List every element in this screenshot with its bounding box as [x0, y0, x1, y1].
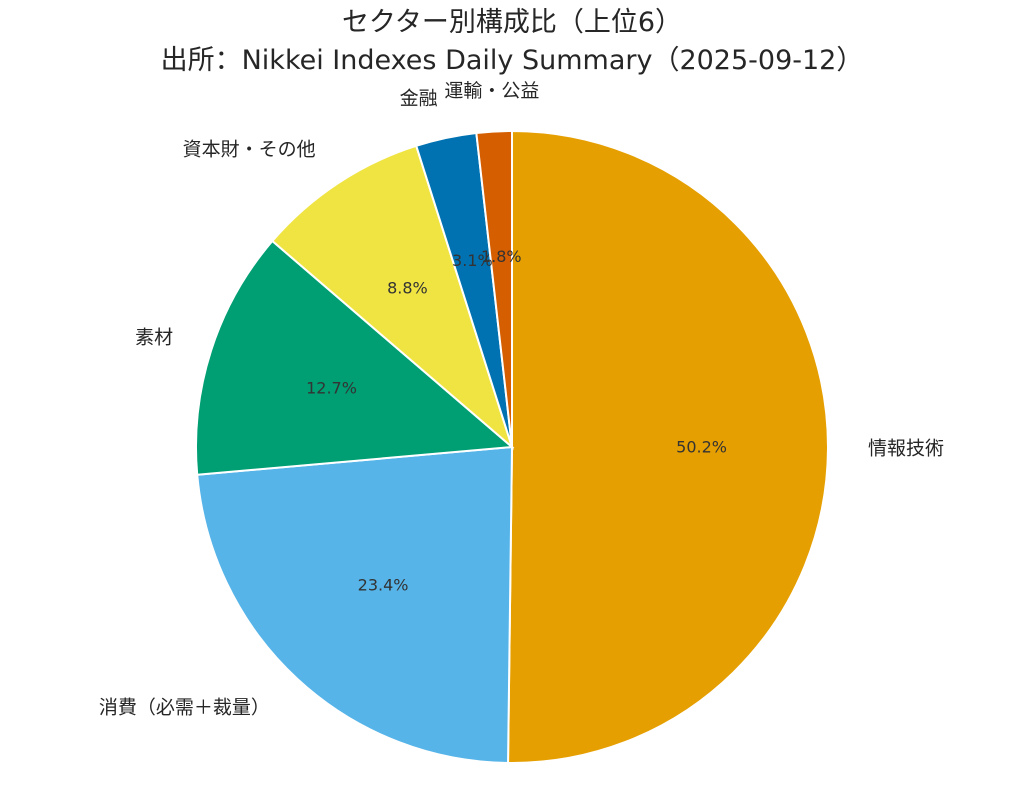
pie-slice-5 — [475, 129, 513, 448]
slice-label-0: 情報技術 — [868, 438, 944, 460]
pie-slice-1 — [196, 445, 514, 764]
chart-title: セクター別構成比（上位6） — [341, 7, 683, 38]
slice-label-5: 運輸・公益 — [444, 80, 539, 102]
slice-pct-label-4: 3.1% — [452, 251, 493, 270]
slice-label-4: 金融 — [400, 87, 438, 109]
slice-pct-label-2: 12.7% — [306, 378, 357, 397]
slice-pct-label-3: 8.8% — [387, 278, 428, 297]
pie-slice-0 — [507, 129, 829, 764]
slice-label-3: 資本財・その他 — [183, 139, 316, 161]
slice-pct-label-0: 50.2% — [676, 438, 727, 457]
slice-label-1: 消費（必需＋裁量） — [99, 697, 270, 719]
slice-pct-label-5: 1.8% — [481, 247, 522, 266]
slice-label-2: 素材 — [135, 327, 173, 349]
pie-slice-3 — [270, 144, 515, 451]
pie-slice-2 — [195, 239, 515, 476]
slice-pct-label-1: 23.4% — [358, 576, 409, 595]
chart-subtitle: 出所：Nikkei Indexes Daily Summary（2025-09-… — [160, 45, 864, 76]
